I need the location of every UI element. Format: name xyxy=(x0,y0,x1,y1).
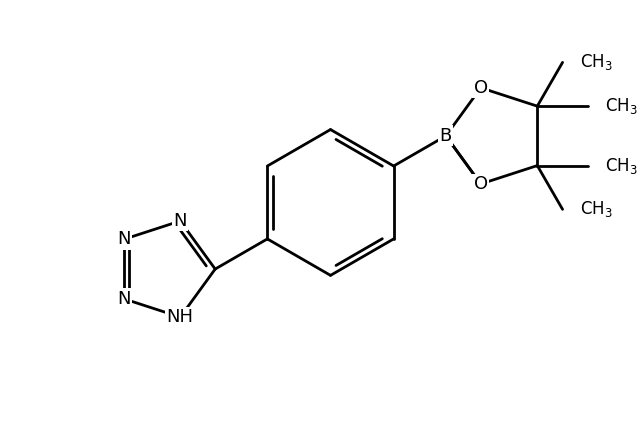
Text: O: O xyxy=(474,79,488,97)
Text: CH$_3$: CH$_3$ xyxy=(580,52,613,73)
Text: CH$_3$: CH$_3$ xyxy=(580,199,613,219)
Text: N: N xyxy=(117,230,131,248)
Text: CH$_3$: CH$_3$ xyxy=(605,156,638,176)
Text: N: N xyxy=(117,290,131,308)
Text: B: B xyxy=(440,127,452,145)
Text: CH$_3$: CH$_3$ xyxy=(605,96,638,116)
Text: NH: NH xyxy=(167,308,194,326)
Text: N: N xyxy=(173,212,187,230)
Text: O: O xyxy=(474,175,488,193)
